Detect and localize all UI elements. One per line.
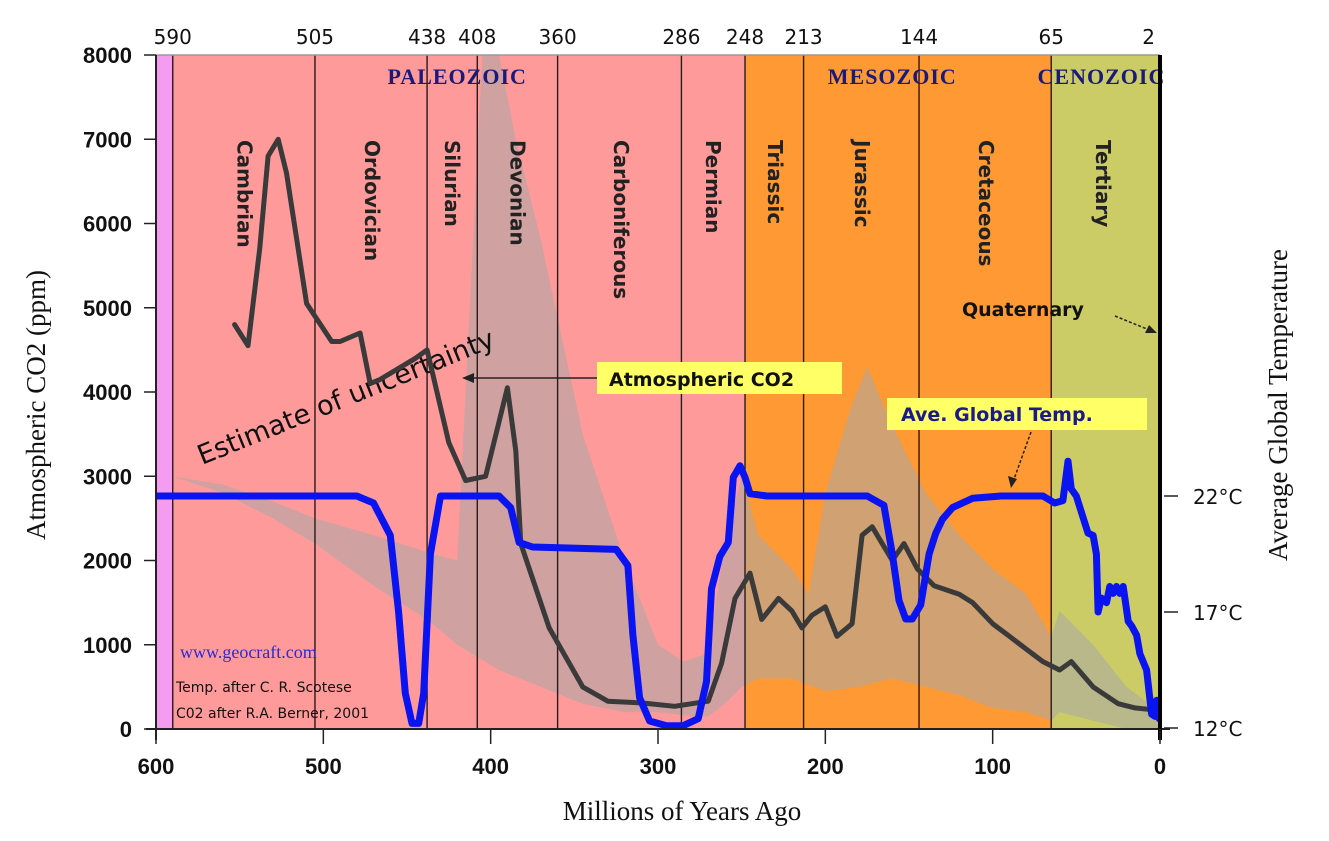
- y-tick-label: 4000: [83, 380, 132, 405]
- y-tick-label: 0: [120, 717, 132, 742]
- temp-label: Ave. Global Temp.: [901, 404, 1093, 426]
- y-tick-label: 7000: [83, 127, 132, 152]
- period-label: Silurian: [440, 140, 464, 227]
- uncertainty-band: [156, 55, 1160, 729]
- co2-series-line: [232, 136, 1160, 715]
- boundary-age-label: 2: [1142, 25, 1155, 49]
- y-tick-label: 2000: [83, 549, 132, 574]
- co2-label-box: [597, 362, 842, 394]
- x-tick-label: 400: [472, 754, 509, 779]
- period-band: [156, 55, 173, 729]
- quaternary-label: Quaternary: [962, 299, 1085, 321]
- co2-credit: C02 after R.A. Berner, 2001: [176, 706, 369, 722]
- boundary-age-label: 144: [900, 25, 938, 49]
- period-label: Jurassic: [850, 138, 874, 228]
- y2-tick-label: 22°C: [1193, 485, 1242, 509]
- period-label: Cretaceous: [974, 140, 998, 266]
- co2-arrow-head: [462, 373, 474, 383]
- period-label: Ordovician: [360, 140, 384, 261]
- period-label: Permian: [701, 140, 725, 234]
- y-axis-ticks: 0 1000 2000 3000 4000 5000 6000 7000 8000: [83, 43, 156, 742]
- period-band: [1051, 55, 1160, 729]
- boundary-age-label: 408: [458, 25, 496, 49]
- x-tick-label: 100: [974, 754, 1011, 779]
- x-tick-label: 300: [640, 754, 677, 779]
- x-tick-label: 200: [807, 754, 844, 779]
- temp-credit: Temp. after C. R. Scotese: [175, 680, 352, 696]
- y-tick-label: 8000: [83, 43, 132, 68]
- period-label: Tertiary: [1091, 140, 1115, 227]
- era-label: PALEOZOIC: [388, 64, 527, 89]
- y2-axis-ticks: 12°C 17°C 22°C: [1164, 485, 1242, 741]
- temp-label-box: [887, 398, 1147, 430]
- y-axis-title: Atmospheric CO2 (ppm): [21, 270, 51, 540]
- series-lines: [156, 136, 1160, 729]
- quaternary-arrow-line: [1114, 315, 1153, 332]
- boundary-age-label: 286: [662, 25, 700, 49]
- temp-arrow-head: [1008, 476, 1017, 488]
- x-axis-title: Millions of Years Ago: [563, 796, 802, 826]
- x-tick-label: 500: [305, 754, 342, 779]
- era-label: CENOZOIC: [1038, 64, 1166, 89]
- website-credit: www.geocraft.com: [180, 642, 317, 662]
- boundary-age-label: 65: [1039, 25, 1064, 49]
- boundary-age-label: 248: [726, 25, 764, 49]
- y2-tick-label: 17°C: [1193, 601, 1242, 625]
- period-label: Devonian: [505, 140, 529, 246]
- boundary-age-label: 213: [784, 25, 822, 49]
- co2-label: Atmospheric CO2: [609, 369, 794, 391]
- y-tick-label: 1000: [83, 633, 132, 658]
- period-boundary-lines: [172, 55, 1052, 729]
- uncertainty-band-group: [156, 55, 1160, 729]
- y2-tick-label: 12°C: [1193, 717, 1242, 741]
- x-tick-label: 600: [138, 754, 175, 779]
- era-label: MESOZOIC: [828, 64, 957, 89]
- period-label: Carboniferous: [609, 140, 633, 299]
- boundary-age-label: 438: [408, 25, 446, 49]
- y-tick-label: 5000: [83, 296, 132, 321]
- boundary-age-label: 505: [296, 25, 334, 49]
- y2-axis-title: Average Global Temperature: [1263, 249, 1293, 561]
- temp-arrow-line: [1012, 431, 1032, 483]
- quaternary-arrow-head: [1145, 325, 1157, 333]
- boundary-age-label: 360: [539, 25, 577, 49]
- period-label: Cambrian: [233, 140, 257, 248]
- x-tick-label: 0: [1154, 754, 1166, 779]
- x-axis-ticks: 600 500 400 300 200 100 0: [138, 729, 1166, 779]
- boundary-age-label: 590: [154, 25, 192, 49]
- era-labels: PALEOZOIC MESOZOIC CENOZOIC: [388, 64, 1166, 89]
- temperature-series-line: [156, 457, 1160, 729]
- y-tick-label: 6000: [83, 212, 132, 237]
- boundary-age-labels: 590 505 438 408 360 286 248 213 144 65 2: [154, 25, 1155, 49]
- period-labels: Cambrian Ordovician Silurian Devonian Carbon…: [233, 138, 1115, 299]
- y-tick-label: 3000: [83, 464, 132, 489]
- period-label: Triassic: [763, 140, 787, 224]
